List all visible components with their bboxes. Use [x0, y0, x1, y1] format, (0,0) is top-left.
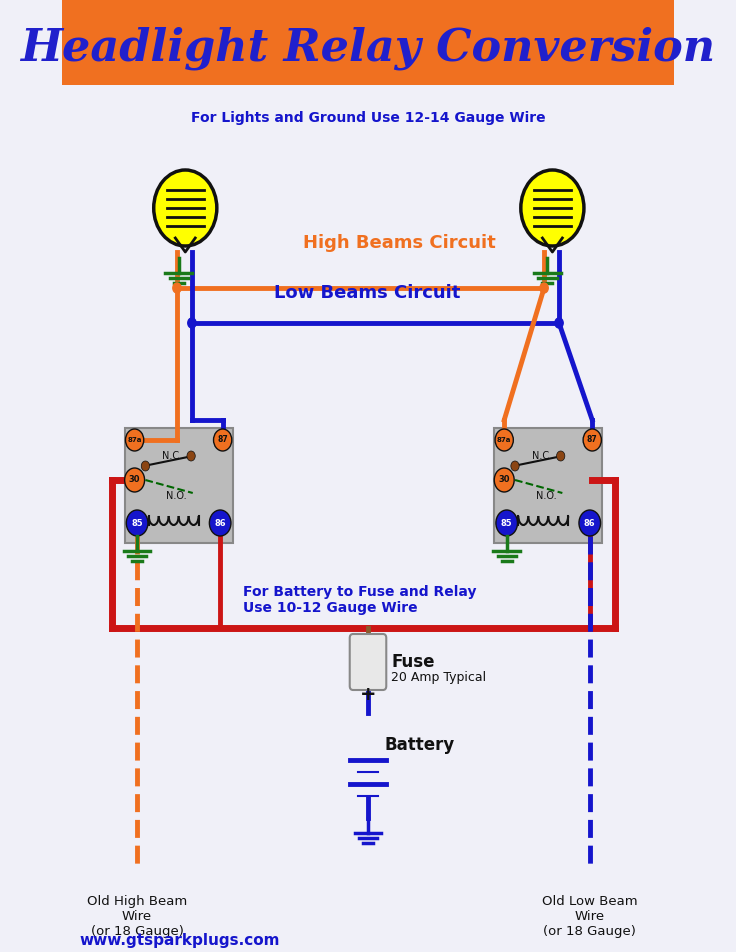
Text: N.C.: N.C. [531, 451, 552, 461]
Text: 86: 86 [214, 519, 226, 527]
Circle shape [154, 170, 217, 246]
Text: 85: 85 [131, 519, 143, 527]
Text: 30: 30 [498, 475, 510, 485]
Circle shape [555, 318, 563, 328]
Text: Low Beams Circuit: Low Beams Circuit [274, 284, 461, 302]
Circle shape [521, 170, 584, 246]
Circle shape [583, 429, 601, 451]
Text: High Beams Circuit: High Beams Circuit [303, 234, 496, 252]
Circle shape [141, 461, 149, 471]
Circle shape [579, 510, 601, 536]
Text: 20 Amp Typical: 20 Amp Typical [392, 671, 486, 684]
Text: 86: 86 [584, 519, 595, 527]
FancyBboxPatch shape [350, 634, 386, 690]
FancyBboxPatch shape [63, 0, 673, 85]
Text: +: + [360, 684, 376, 704]
Circle shape [556, 451, 565, 461]
Text: 87a: 87a [127, 437, 142, 443]
Text: N.O.: N.O. [536, 491, 556, 501]
Text: 87: 87 [587, 435, 598, 445]
Text: 87: 87 [217, 435, 228, 445]
Text: Old Low Beam
Wire
(or 18 Gauge): Old Low Beam Wire (or 18 Gauge) [542, 895, 637, 938]
Circle shape [124, 468, 144, 492]
Circle shape [188, 318, 196, 328]
Text: www.gtsparkplugs.com: www.gtsparkplugs.com [79, 933, 280, 947]
Circle shape [511, 461, 519, 471]
Circle shape [173, 283, 181, 293]
Text: 85: 85 [501, 519, 512, 527]
Circle shape [213, 429, 232, 451]
Circle shape [209, 510, 231, 536]
Text: Old High Beam
Wire
(or 18 Gauge): Old High Beam Wire (or 18 Gauge) [87, 895, 187, 938]
Text: N.O.: N.O. [166, 491, 187, 501]
Circle shape [127, 510, 148, 536]
Text: For Battery to Fuse and Relay
Use 10-12 Gauge Wire: For Battery to Fuse and Relay Use 10-12 … [244, 585, 477, 615]
Circle shape [540, 283, 548, 293]
Text: Battery: Battery [385, 736, 455, 754]
Circle shape [495, 468, 514, 492]
Text: Headlight Relay Conversion: Headlight Relay Conversion [21, 27, 715, 69]
Circle shape [495, 429, 513, 451]
Circle shape [187, 451, 195, 461]
FancyBboxPatch shape [495, 428, 602, 543]
Text: 30: 30 [129, 475, 141, 485]
Circle shape [496, 510, 517, 536]
Text: For Lights and Ground Use 12-14 Gauge Wire: For Lights and Ground Use 12-14 Gauge Wi… [191, 111, 545, 125]
Text: N.C.: N.C. [162, 451, 182, 461]
Circle shape [125, 429, 144, 451]
FancyBboxPatch shape [124, 428, 233, 543]
Text: 87a: 87a [497, 437, 512, 443]
Text: Fuse: Fuse [392, 653, 435, 671]
